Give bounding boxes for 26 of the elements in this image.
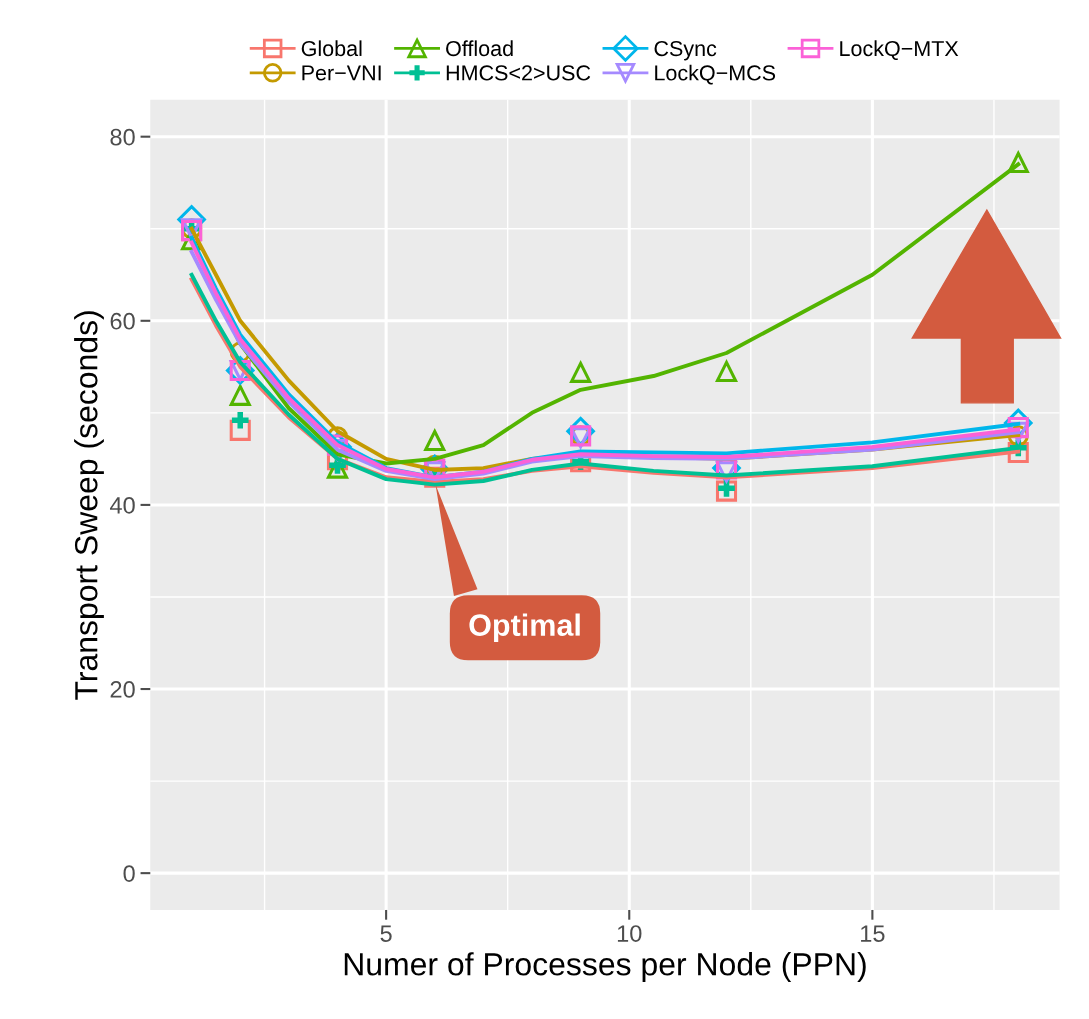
point (715, 360, 738, 382)
annotation: Optimal (469, 613, 580, 642)
legend-label: CSync (654, 40, 717, 61)
x-tick-label: 10 (617, 925, 642, 942)
y-axis-title: Transport Sweep (seconds) (74, 311, 104, 700)
y-tick-label: 60 (110, 312, 135, 330)
point (231, 411, 249, 429)
legend-label: LockQ−MTX (840, 40, 959, 61)
legend-label: Offload (446, 40, 513, 57)
y-tick-label: 20 (110, 681, 135, 698)
point (229, 419, 251, 441)
point (229, 384, 251, 406)
x-axis-title: Numer of Processes per Node (PPN) (344, 952, 866, 982)
point (1007, 151, 1029, 174)
y-tick-label: 80 (110, 128, 135, 146)
legend-label: Per−VNI (302, 65, 381, 81)
point (570, 361, 592, 383)
legend-label: Global (301, 40, 362, 57)
legend-label: LockQ−MCS (655, 64, 776, 85)
point (424, 429, 446, 452)
legend-label: HMCS<2>USC (446, 65, 591, 81)
y-tick-label: 40 (109, 496, 135, 514)
point (715, 480, 738, 502)
x-tick-label: 5 (380, 925, 392, 942)
y-tick-label: 0 (123, 865, 135, 882)
x-tick-label: 15 (861, 925, 885, 942)
